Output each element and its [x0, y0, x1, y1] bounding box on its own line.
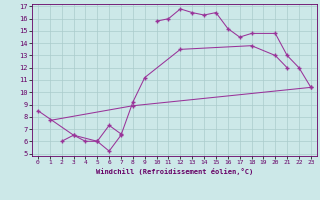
X-axis label: Windchill (Refroidissement éolien,°C): Windchill (Refroidissement éolien,°C) [96, 168, 253, 175]
